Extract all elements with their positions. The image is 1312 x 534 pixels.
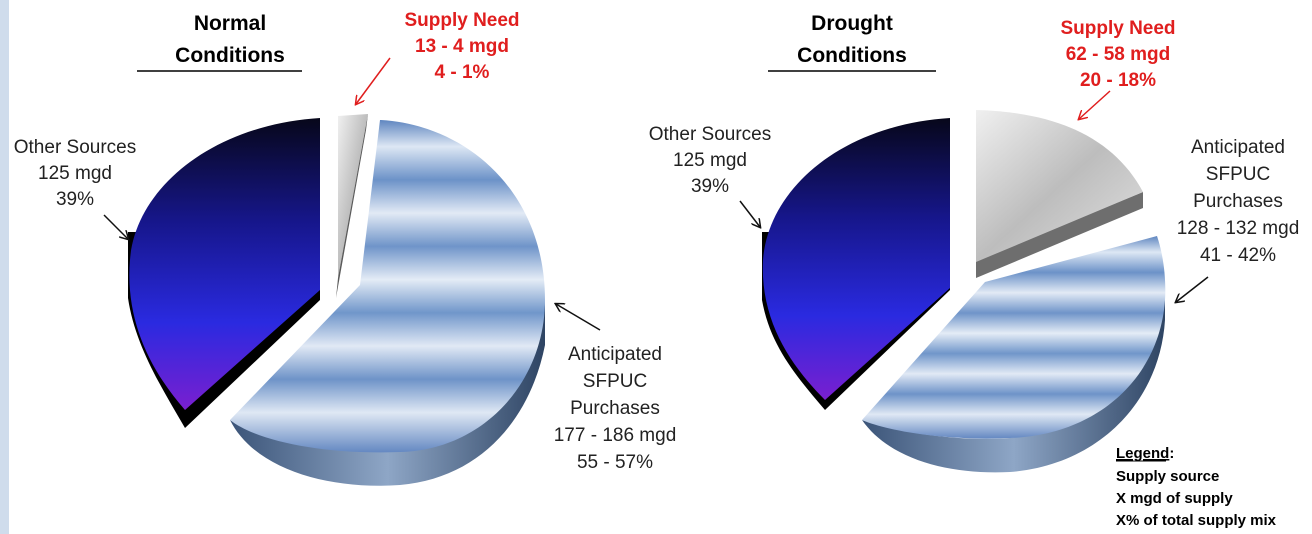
legend-line: Supply source <box>1116 468 1219 485</box>
arrow-sfpuc <box>1176 276 1209 302</box>
arrow-supply-need <box>356 57 391 104</box>
pie-slice-other-sources <box>762 118 950 410</box>
label-line: 62 - 58 mgd <box>1066 44 1171 65</box>
label-line: Supply Need <box>1060 18 1175 39</box>
chart-title-line2: Conditions <box>175 44 285 67</box>
arrow-supply-need <box>1079 90 1111 119</box>
label-line: 4 - 1% <box>435 62 490 83</box>
legend: Legend: Supply source X mgd of supply X%… <box>1116 445 1277 529</box>
label-sfpuc: Anticipated SFPUC Purchases 177 - 186 mg… <box>554 344 677 473</box>
chart-drought: Drought Conditions Other Sources 125 mgd… <box>649 12 1300 473</box>
label-line: 55 - 57% <box>577 452 653 473</box>
label-line: Anticipated <box>568 344 662 365</box>
label-other-sources: Other Sources 125 mgd 39% <box>649 124 772 197</box>
pie-slice-other-sources <box>128 118 320 428</box>
legend-title-colon: : <box>1169 445 1174 462</box>
label-line: Purchases <box>1193 191 1283 212</box>
label-line: Other Sources <box>14 137 137 158</box>
arrow-other-sources <box>739 200 760 227</box>
chart-title-line1: Drought <box>811 12 893 35</box>
arrow-other-sources <box>103 214 128 239</box>
label-supply-need: Supply Need 62 - 58 mgd 20 - 18% <box>1060 18 1175 91</box>
chart-title-line2: Conditions <box>797 44 907 67</box>
label-line: Supply Need <box>404 10 519 31</box>
pie-slice-supply-need <box>976 110 1143 278</box>
label-line: 39% <box>691 176 729 197</box>
pie-slice-supply-need <box>336 114 368 298</box>
legend-line: X% of total supply mix <box>1116 512 1277 529</box>
pie-slice-sfpuc <box>230 120 545 486</box>
legend-line: X mgd of supply <box>1116 490 1233 507</box>
label-line: 125 mgd <box>673 150 747 171</box>
legend-title: Legend: <box>1116 445 1174 462</box>
label-other-sources: Other Sources 125 mgd 39% <box>14 137 137 210</box>
label-supply-need: Supply Need 13 - 4 mgd 4 - 1% <box>404 10 519 83</box>
label-line: 13 - 4 mgd <box>415 36 509 57</box>
label-line: 20 - 18% <box>1080 70 1156 91</box>
label-line: Other Sources <box>649 124 772 145</box>
label-line: 125 mgd <box>38 163 112 184</box>
pie-slice-sfpuc <box>862 236 1166 473</box>
chart-normal: Normal Conditions Other Sources 125 mgd … <box>14 10 677 486</box>
label-line: SFPUC <box>583 371 647 392</box>
chart-title-line1: Normal <box>194 12 266 35</box>
label-line: Anticipated <box>1191 137 1285 158</box>
legend-title-text: Legend <box>1116 445 1169 462</box>
left-accent-bar <box>0 0 9 534</box>
label-line: Purchases <box>570 398 660 419</box>
label-line: SFPUC <box>1206 164 1270 185</box>
label-sfpuc: Anticipated SFPUC Purchases 128 - 132 mg… <box>1177 137 1300 266</box>
label-line: 39% <box>56 189 94 210</box>
arrow-sfpuc <box>556 304 601 331</box>
label-line: 128 - 132 mgd <box>1177 218 1300 239</box>
label-line: 177 - 186 mgd <box>554 425 677 446</box>
label-line: 41 - 42% <box>1200 245 1276 266</box>
